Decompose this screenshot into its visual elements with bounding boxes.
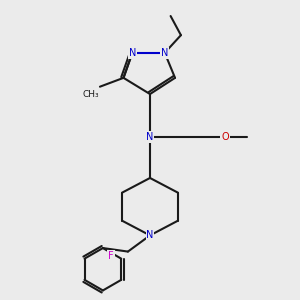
Text: N: N: [146, 230, 154, 240]
Text: N: N: [161, 48, 168, 58]
Text: F: F: [108, 251, 114, 261]
Text: CH₃: CH₃: [83, 90, 99, 99]
Text: O: O: [221, 132, 229, 142]
Text: N: N: [146, 132, 154, 142]
Text: N: N: [129, 48, 136, 58]
